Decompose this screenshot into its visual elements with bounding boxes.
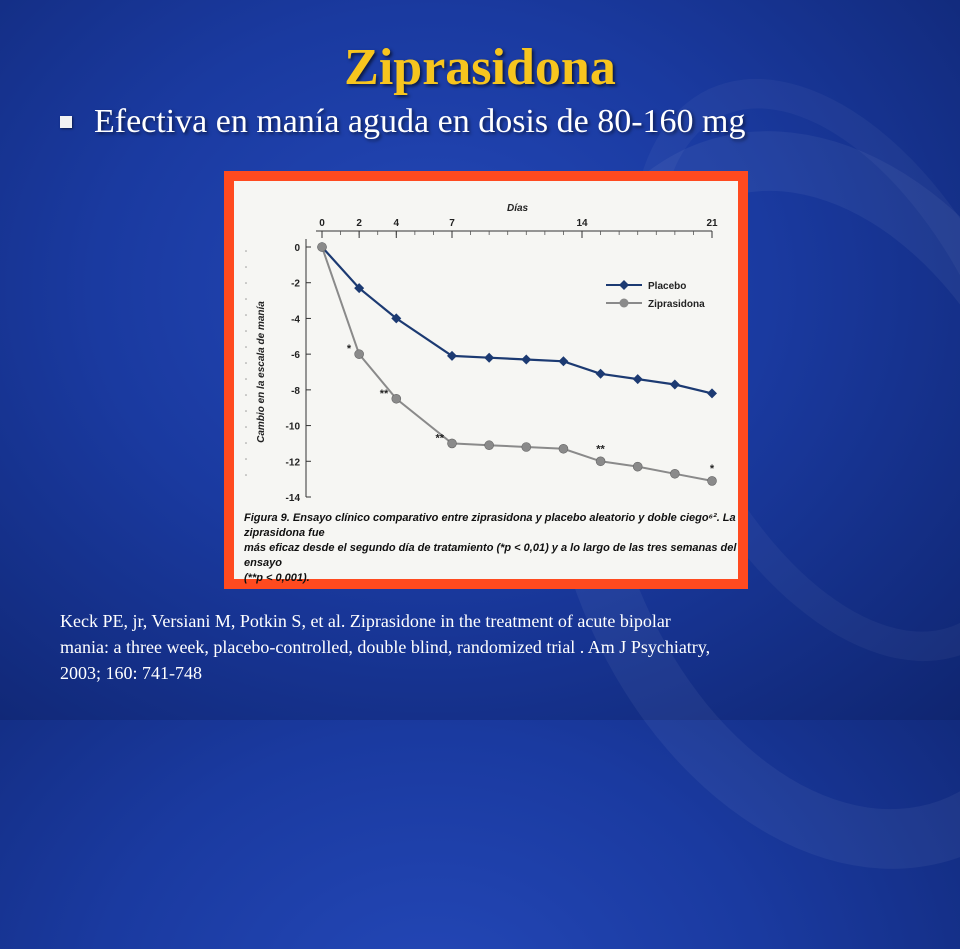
dot-artifact <box>245 362 247 364</box>
data-point-ziprasidona <box>707 476 717 486</box>
reference-line: mania: a three week, placebo-controlled,… <box>60 637 711 657</box>
data-point-placebo <box>707 388 717 399</box>
data-point-placebo <box>391 313 402 324</box>
data-point-placebo <box>447 350 457 361</box>
legend-diamond-icon <box>619 280 629 290</box>
dot-artifact <box>245 426 247 428</box>
data-point-ziprasidona <box>317 242 327 252</box>
data-point-ziprasidona <box>447 438 457 449</box>
significance-marker: ** <box>380 388 389 400</box>
dot-artifact <box>245 410 247 412</box>
dot-artifact <box>245 298 247 300</box>
dot-artifact <box>245 378 247 380</box>
legend-circle-icon <box>619 298 629 308</box>
significance-marker: * <box>347 343 352 355</box>
caption-line: Figura 9. Ensayo clínico comparativo ent… <box>244 512 736 539</box>
figure-panel: Días 0 2 4 7 14 21 0 -2 -4 -6 -8 -10 -12 -14 Cambio en … <box>234 181 738 584</box>
y-tick-label: -10 <box>286 422 301 433</box>
dot-artifact <box>245 282 247 284</box>
series-line-placebo <box>321 246 713 395</box>
dot-artifact <box>245 394 247 396</box>
dot-artifact <box>245 330 247 332</box>
data-point-ziprasidona <box>391 393 402 404</box>
y-tick-label: -6 <box>291 350 300 361</box>
data-point-placebo <box>632 374 643 385</box>
data-point-ziprasidona <box>595 456 606 467</box>
y-axis-label: Cambio en la escala de manía <box>256 301 267 443</box>
slide-title: Ziprasidona <box>344 39 616 96</box>
bullet-square-icon <box>60 116 72 128</box>
dot-artifact <box>245 346 247 348</box>
y-tick-label: -14 <box>286 493 301 501</box>
data-point-ziprasidona <box>558 443 569 454</box>
y-tick-label: -4 <box>291 314 300 325</box>
dot-artifact <box>245 314 247 316</box>
data-point-ziprasidona <box>484 440 494 451</box>
line-chart: Días 0 2 4 7 14 21 0 -2 -4 -6 -8 -10 -12 -14 Cambio en … <box>245 203 718 501</box>
bullet-text: Efectiva en manía aguda en dosis de 80-1… <box>94 103 746 140</box>
dot-artifact <box>245 250 247 252</box>
data-point-placebo <box>521 354 532 365</box>
x-axis-label: Días <box>507 203 529 214</box>
data-point-placebo <box>484 352 495 363</box>
figure-caption: Figura 9. Ensayo clínico comparativo ent… <box>244 511 744 586</box>
x-tick-label: 7 <box>449 218 455 229</box>
reference-line: 2003; 160: 741-748 <box>60 663 202 683</box>
bullet-item: Efectiva en manía aguda en dosis de 80-1… <box>60 100 745 144</box>
data-point-ziprasidona <box>354 349 364 359</box>
data-point-ziprasidona <box>632 461 643 472</box>
x-tick-label: 14 <box>576 218 588 229</box>
caption-line: más eficaz desde el segundo día de trata… <box>244 542 737 569</box>
reference-citation: Keck PE, jr, Versiani M, Potkin S, et al… <box>60 608 920 686</box>
significance-marker: ** <box>596 443 605 455</box>
data-point-ziprasidona <box>670 468 680 479</box>
legend-label: Placebo <box>648 281 686 292</box>
figure-frame: Días 0 2 4 7 14 21 0 -2 -4 -6 -8 -10 -12 -14 Cambio en … <box>224 171 748 589</box>
caption-line: (**p < 0,001). <box>244 572 310 584</box>
legend-label: Ziprasidona <box>648 299 705 310</box>
y-tick-label: -2 <box>291 279 300 290</box>
data-point-placebo <box>558 356 569 367</box>
y-tick-label: 0 <box>294 243 300 254</box>
data-point-placebo <box>669 379 680 390</box>
x-tick-label: 2 <box>356 218 362 229</box>
data-point-placebo <box>595 368 606 379</box>
significance-marker: * <box>710 463 715 475</box>
dot-artifact <box>245 266 247 268</box>
dot-artifact <box>245 458 247 460</box>
dot-artifact <box>245 442 247 444</box>
x-tick-label: 0 <box>319 218 325 229</box>
data-point-placebo <box>354 283 365 294</box>
y-tick-label: -12 <box>286 457 301 468</box>
x-tick-label: 4 <box>394 218 400 229</box>
dot-artifact <box>245 474 247 476</box>
data-point-ziprasidona <box>521 442 532 452</box>
significance-marker: ** <box>435 432 444 444</box>
x-tick-label: 21 <box>706 218 718 229</box>
reference-line: Keck PE, jr, Versiani M, Potkin S, et al… <box>60 611 671 631</box>
y-tick-label: -8 <box>291 386 300 397</box>
